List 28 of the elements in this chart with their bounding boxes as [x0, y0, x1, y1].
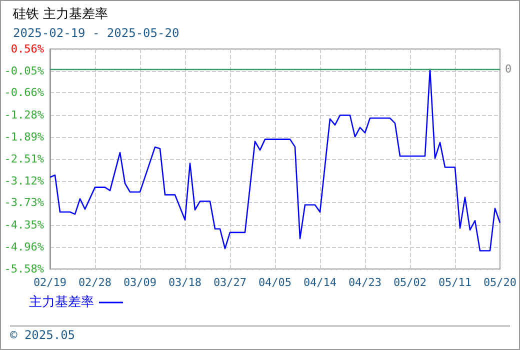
x-tick-label: 05/11 [438, 276, 472, 289]
line-series [49, 68, 501, 252]
x-tick-label: 02/19 [33, 276, 67, 289]
y-tick-label: -3.12% [4, 174, 44, 188]
y-tick-label: -3.73% [4, 196, 44, 210]
x-tick-label: 05/20 [483, 276, 517, 289]
x-tick-label: 03/18 [168, 276, 202, 289]
y-tick-label: -4.96% [4, 240, 44, 254]
y-tick-label: -5.58% [4, 262, 44, 276]
x-tick-label: 04/14 [303, 276, 337, 289]
y-tick-label: 0.56% [10, 42, 44, 56]
y-tick-label: -0.66% [4, 86, 44, 100]
y-tick-label: -0.05% [4, 64, 44, 78]
ref-line-label: 0 [505, 62, 512, 76]
x-tick-label: 04/23 [348, 276, 382, 289]
x-tick-label: 02/28 [78, 276, 112, 289]
y-tick-label: -2.51% [4, 152, 44, 166]
chart-subtitle: 2025-02-19 - 2025-05-20 [13, 26, 180, 40]
y-tick-label: -1.89% [4, 130, 44, 144]
legend-label: 主力基差率 [29, 294, 94, 310]
y-tick-label: -1.28% [4, 108, 44, 122]
y-tick-label: -4.35% [4, 218, 44, 232]
text: © 2025.05 [10, 328, 76, 342]
x-tick-label: 04/05 [258, 276, 292, 289]
x-tick-label: 03/27 [213, 276, 247, 289]
x-tick-label: 05/02 [393, 276, 427, 289]
x-tick-label: 03/09 [123, 276, 157, 289]
chart-title: 硅铁 主力基差率 [12, 6, 108, 22]
